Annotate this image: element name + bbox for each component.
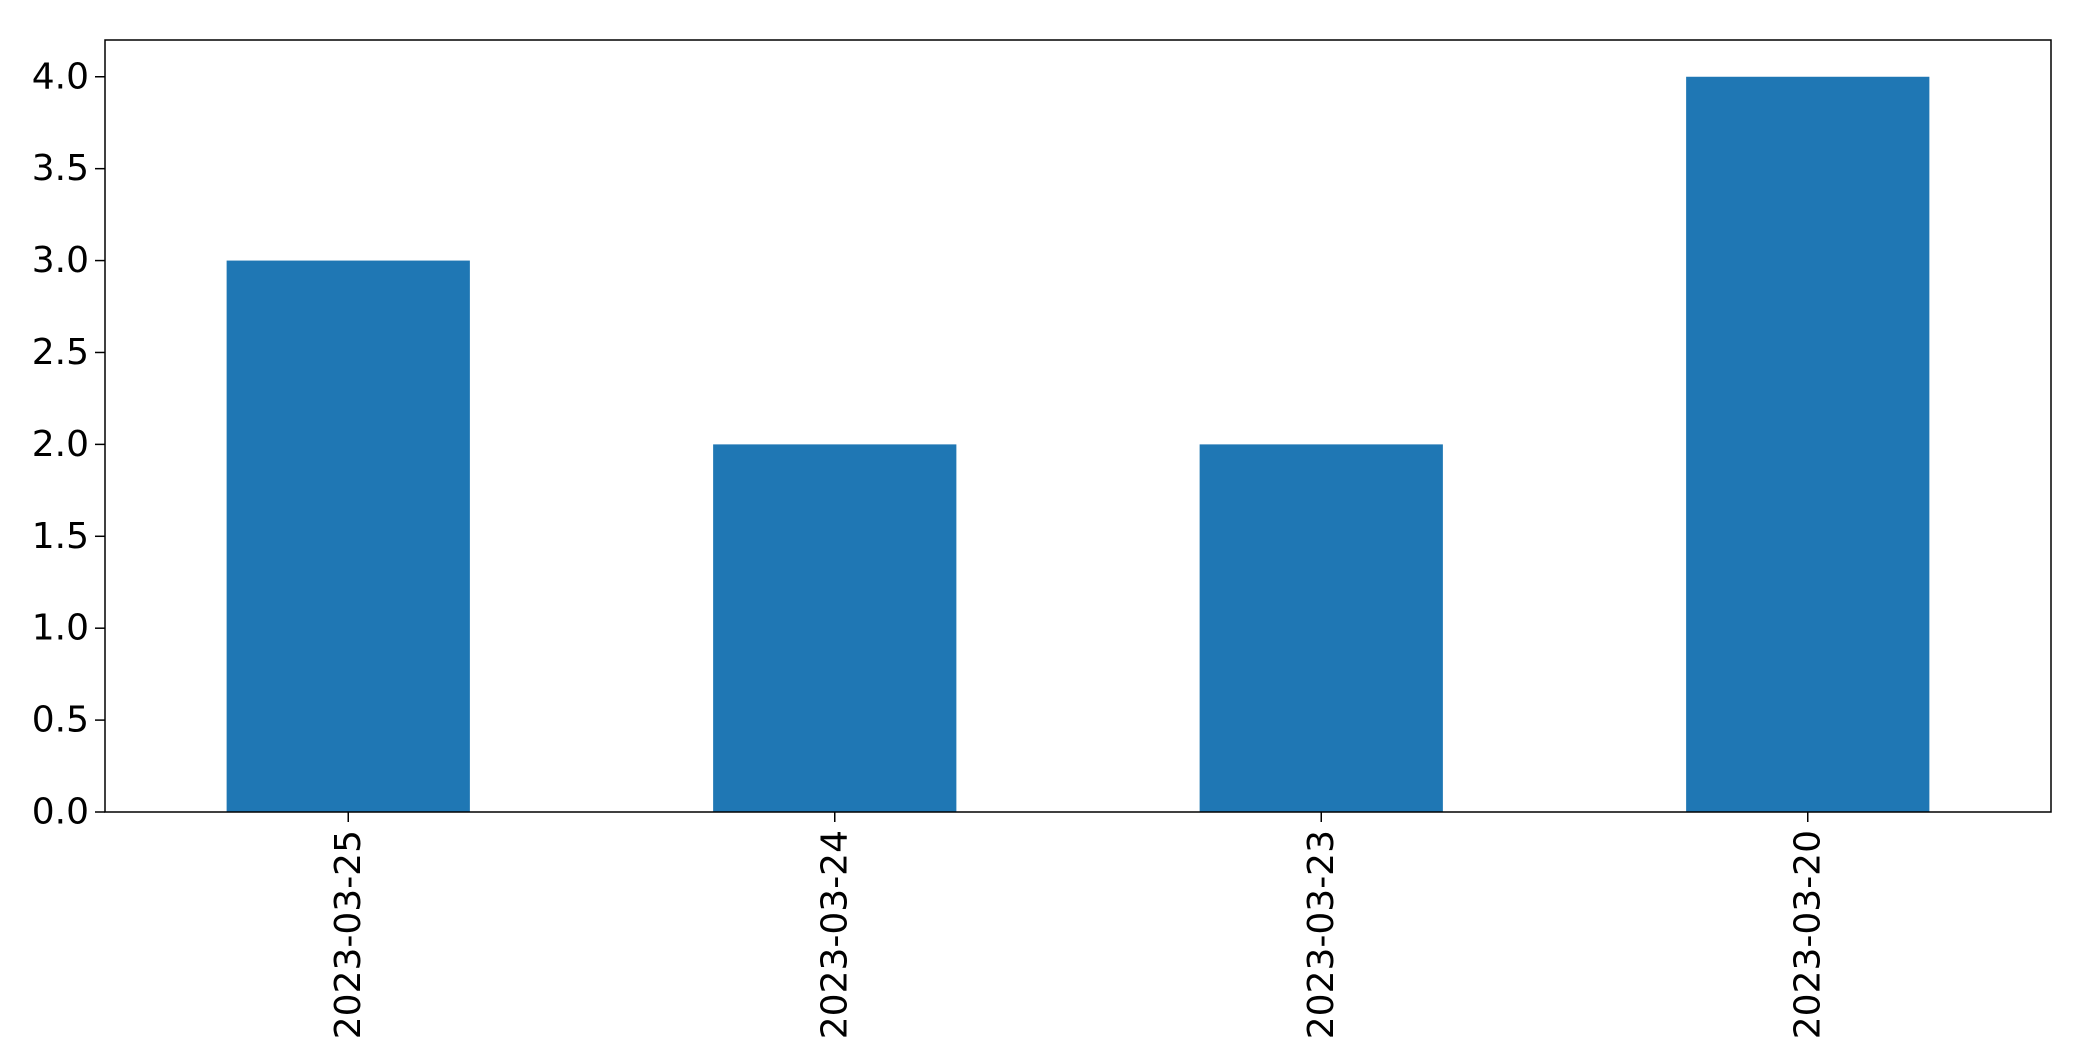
y-axis: 0.0 0.5 1.0 1.5 2.0 2.5 3.0 3.5 4.0 bbox=[32, 56, 105, 833]
bar-2023-03-24 bbox=[713, 444, 957, 812]
x-tick-label: 2023-03-24 bbox=[814, 830, 855, 1039]
y-tick-label: 4.0 bbox=[32, 56, 89, 97]
bar-2023-03-23 bbox=[1199, 444, 1443, 812]
plot-frame bbox=[104, 39, 2052, 813]
y-tick-label: 1.5 bbox=[32, 516, 89, 557]
bar-2023-03-25 bbox=[226, 260, 470, 813]
bar-2023-03-20 bbox=[1686, 76, 1930, 812]
y-tick-label: 2.5 bbox=[32, 332, 89, 373]
x-axis: 2023-03-25 2023-03-24 2023-03-23 2023-03-20 bbox=[328, 812, 1828, 1039]
x-tick-label: 2023-03-25 bbox=[328, 830, 369, 1039]
bars-group bbox=[226, 76, 1930, 813]
y-tick-label: 0.0 bbox=[32, 792, 89, 833]
y-tick-label: 3.5 bbox=[32, 148, 89, 189]
y-tick-label: 2.0 bbox=[32, 424, 89, 465]
x-tick-label: 2023-03-23 bbox=[1301, 830, 1342, 1039]
y-tick-label: 3.0 bbox=[32, 240, 89, 281]
x-tick-label: 2023-03-20 bbox=[1787, 830, 1828, 1039]
y-tick-label: 1.0 bbox=[32, 608, 89, 649]
y-tick-label: 0.5 bbox=[32, 700, 89, 741]
